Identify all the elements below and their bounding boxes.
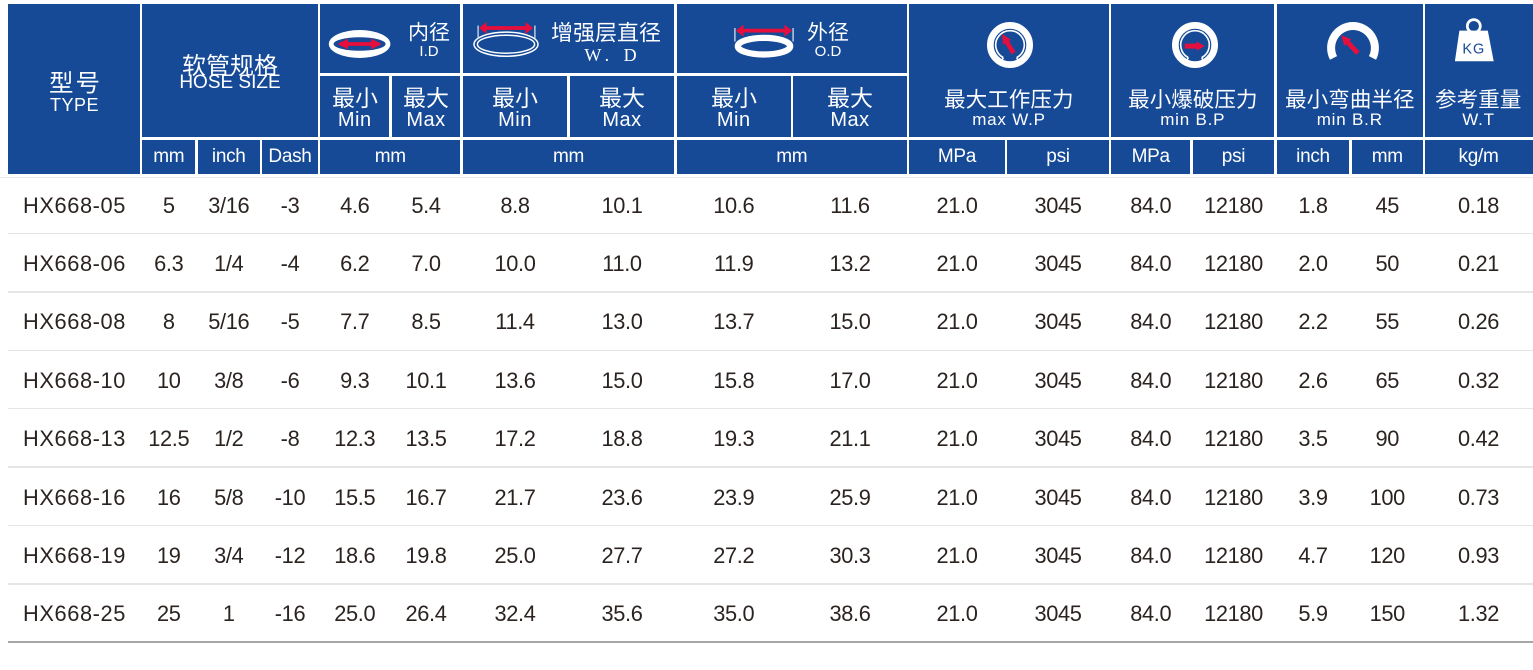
svg-text:KG: KG — [1462, 42, 1485, 58]
